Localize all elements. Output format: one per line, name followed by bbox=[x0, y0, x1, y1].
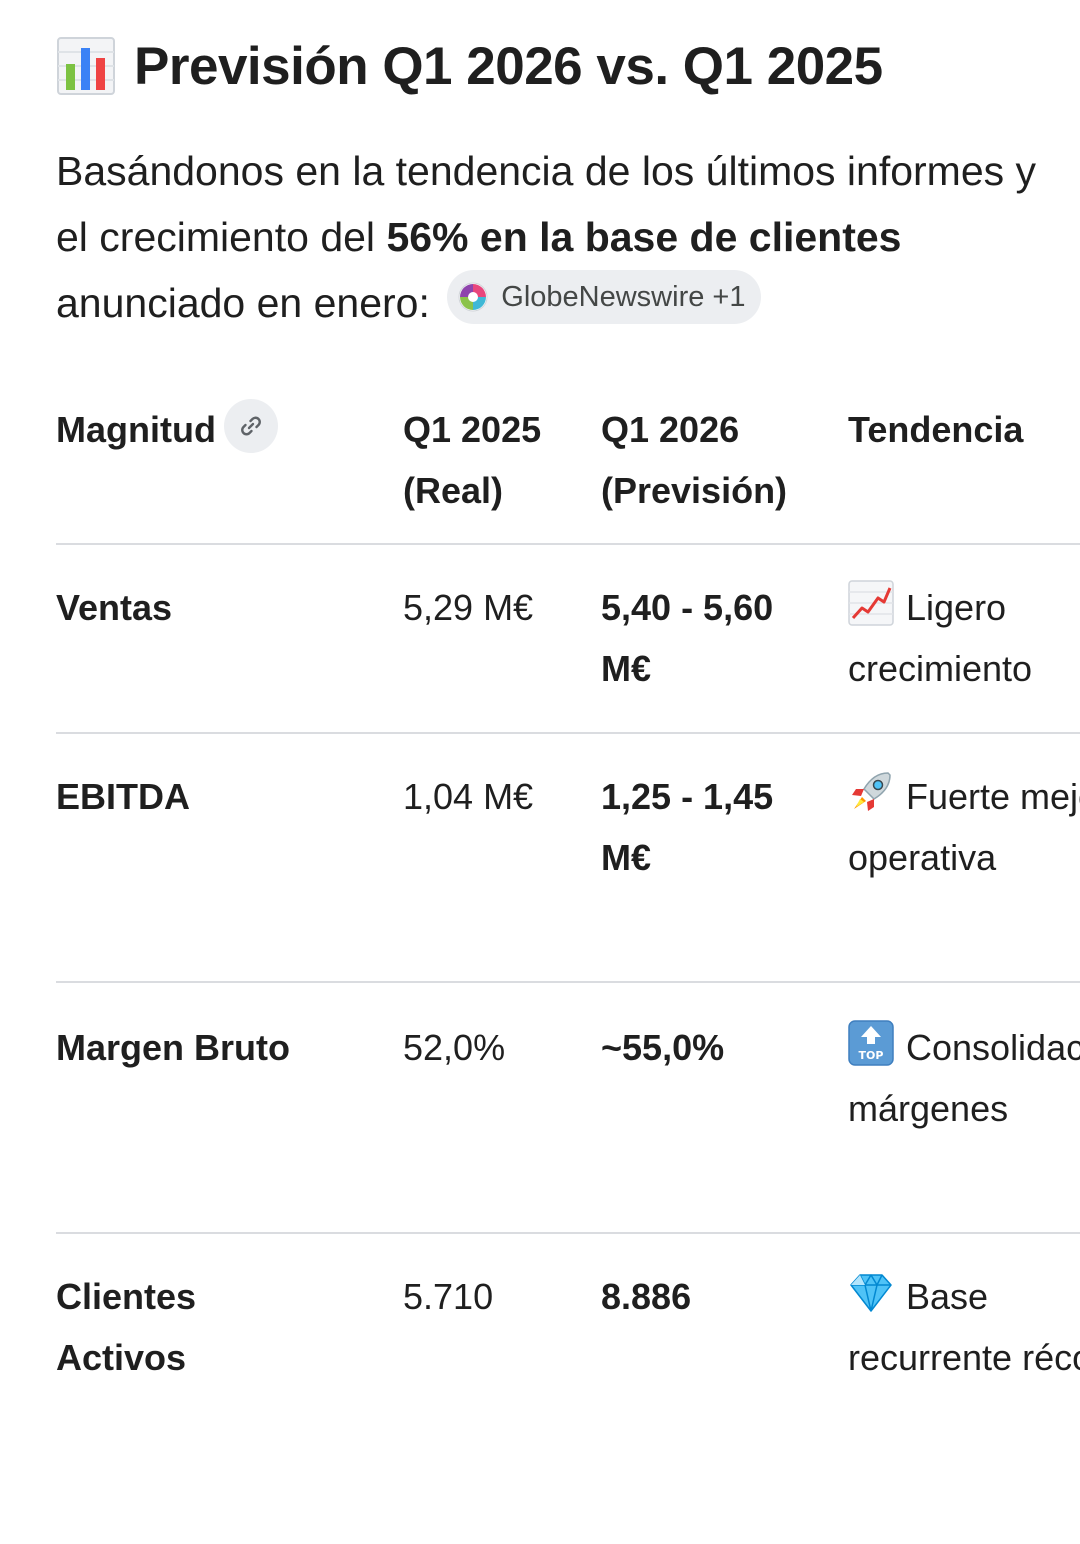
forecast-table: Magnitud Q1 2025 (Real) Q1 2026 (Previsi… bbox=[56, 395, 1080, 1484]
row-trend: Fuerte mejora operativa bbox=[848, 766, 1080, 888]
row-q1-2026: 8.886 bbox=[601, 1276, 692, 1317]
row-magnitude: Ventas bbox=[56, 587, 173, 628]
row-q1-2025: 1,04 M€ bbox=[403, 776, 534, 817]
row-magnitude: Clientes Activos bbox=[56, 1276, 197, 1378]
row-magnitude: EBITDA bbox=[56, 776, 190, 817]
header-q1-2025-line1: Q1 2025 bbox=[403, 409, 542, 450]
row-trend: TOP Consolidación márgenes bbox=[848, 1017, 1080, 1139]
rocket-icon bbox=[848, 769, 894, 815]
bar-chart-icon bbox=[56, 36, 116, 96]
row-trend-label: Fuerte mejora operativa bbox=[848, 776, 1080, 878]
svg-text:TOP: TOP bbox=[859, 1049, 884, 1062]
link-icon bbox=[241, 417, 261, 436]
intro-paragraph: Basándonos en la tendencia de los último… bbox=[56, 138, 1056, 336]
link-button[interactable] bbox=[223, 399, 278, 454]
table-row: Clientes Activos 5.710 8.886 Base recurr… bbox=[56, 1234, 1080, 1484]
header-magnitude: Magnitud bbox=[56, 399, 386, 460]
row-q1-2025: 5,29 M€ bbox=[403, 587, 534, 628]
page-title: Previsión Q1 2026 vs. Q1 2025 bbox=[134, 36, 883, 96]
gem-icon bbox=[848, 1269, 894, 1315]
row-trend: Base recurrente récord bbox=[848, 1266, 1080, 1388]
intro-text: Basándonos en la tendencia de los último… bbox=[56, 148, 1037, 260]
header-trend: Tendencia bbox=[848, 409, 1024, 450]
row-magnitude: Margen Bruto bbox=[56, 1027, 290, 1068]
row-q1-2026: 1,25 - 1,45 M€ bbox=[601, 776, 774, 878]
row-q1-2026: 5,40 - 5,60 M€ bbox=[601, 587, 774, 689]
row-trend-label: Base recurrente récord bbox=[848, 1276, 1080, 1378]
header-q1-2025-line2: (Real) bbox=[403, 470, 504, 511]
row-trend-label: Ligero crecimiento bbox=[848, 587, 1033, 689]
intro-highlight: 56% en la base de clientes bbox=[386, 214, 902, 260]
table-header-row: Magnitud Q1 2025 (Real) Q1 2026 (Previsi… bbox=[56, 395, 1080, 545]
title-row: Previsión Q1 2026 vs. Q1 2025 bbox=[56, 30, 883, 102]
row-trend-label: Consolidación márgenes bbox=[848, 1027, 1080, 1129]
table-row: EBITDA 1,04 M€ 1,25 - 1,45 M€ Fuerte mej… bbox=[56, 734, 1080, 983]
header-q1-2026-line2: (Previsión) bbox=[601, 470, 788, 511]
source-chip[interactable]: GlobeNewswire +1 bbox=[447, 270, 762, 324]
row-trend: Ligero crecimiento bbox=[848, 577, 1080, 699]
row-q1-2025: 5.710 bbox=[403, 1276, 494, 1317]
table-row: Margen Bruto 52,0% ~55,0% TOP Consolidac… bbox=[56, 983, 1080, 1234]
row-q1-2025: 52,0% bbox=[403, 1027, 506, 1068]
header-q1-2026-line1: Q1 2026 bbox=[601, 409, 740, 450]
chart-increasing-icon bbox=[848, 580, 894, 626]
header-q1-2026: Q1 2026 (Previsión) bbox=[601, 399, 831, 521]
top-arrow-icon: TOP bbox=[848, 1020, 894, 1066]
header-magnitude-label: Magnitud bbox=[56, 409, 216, 450]
globenewswire-logo-icon bbox=[458, 282, 488, 312]
row-q1-2026: ~55,0% bbox=[601, 1027, 725, 1068]
table-row: Ventas 5,29 M€ 5,40 - 5,60 M€ Ligero cre… bbox=[56, 545, 1080, 734]
source-chip-label: GlobeNewswire +1 bbox=[501, 281, 746, 313]
header-q1-2025: Q1 2025 (Real) bbox=[403, 399, 583, 521]
intro-text-end: anunciado en enero: bbox=[56, 280, 430, 326]
